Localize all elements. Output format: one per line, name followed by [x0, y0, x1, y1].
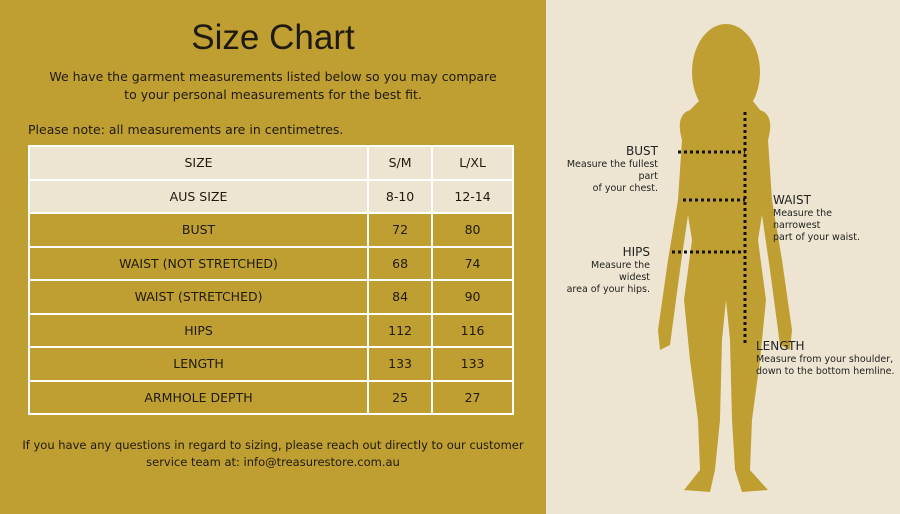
label-line: Measure the fullest: [566, 159, 658, 170]
bust-label: BUST Measure the fullest part of your ch…: [566, 144, 658, 195]
label-line: widest: [619, 272, 650, 283]
table-cell: 27: [431, 379, 514, 415]
label-line: Measure from your shoulder,: [756, 354, 894, 365]
table-body: SIZE S/M L/XL AUS SIZE 8-10 12-14 BUST 72 80 WAIS…: [27, 145, 514, 415]
length-label: LENGTH Measure from your shoulder, down …: [756, 339, 894, 378]
label-line: down to the bottom hemline.: [756, 366, 895, 377]
intro-line: We have the garment measurements listed …: [49, 69, 497, 84]
table-cell: 72: [367, 212, 434, 248]
label-title: LENGTH: [756, 339, 805, 353]
header-cell: SIZE: [27, 145, 370, 181]
table-cell: 80: [431, 212, 514, 248]
table-cell: LENGTH: [27, 346, 370, 382]
footer-line: service team at: info@treasurestore.com.…: [146, 455, 400, 469]
table-cell: BUST: [27, 212, 370, 248]
table-row: WAIST (STRETCHED) 84 90: [27, 279, 514, 315]
table-cell: 112: [367, 312, 434, 348]
table-row: BUST 72 80: [27, 212, 514, 248]
table-cell: ARMHOLE DEPTH: [27, 379, 370, 415]
table-cell: WAIST (STRETCHED): [27, 279, 370, 315]
table-cell: 133: [431, 346, 514, 382]
figure: [658, 24, 792, 492]
diagram-panel: BUST Measure the fullest part of your ch…: [546, 0, 900, 514]
label-line: of your chest.: [592, 183, 658, 194]
note: Please note: all measurements are in cen…: [28, 122, 344, 137]
intro-line: to your personal measurements for the be…: [124, 87, 422, 102]
table-cell: 133: [367, 346, 434, 382]
label-title: HIPS: [622, 245, 650, 259]
size-chart-panel: Size Chart We have the garment measureme…: [0, 0, 546, 514]
table-cell: 84: [367, 279, 434, 315]
table-cell: WAIST (NOT STRETCHED): [27, 245, 370, 281]
header-cell: L/XL: [431, 145, 514, 181]
table-row: LENGTH 133 133: [27, 346, 514, 382]
header-row: SIZE S/M L/XL: [27, 145, 514, 181]
table-cell: HIPS: [27, 312, 370, 348]
label-title: WAIST: [773, 193, 811, 207]
label-line: Measure the: [773, 208, 832, 219]
label-title: BUST: [626, 144, 658, 158]
footer: If you have any questions in regard to s…: [0, 437, 546, 471]
table-cell: 8-10: [367, 178, 434, 214]
size-table: SIZE S/M L/XL AUS SIZE 8-10 12-14 BUST 72 80 WAIS…: [27, 145, 514, 415]
waist-label: WAIST Measure the narrowest part of your…: [773, 193, 860, 244]
header-cell: S/M: [367, 145, 434, 181]
table-cell: 68: [367, 245, 434, 281]
label-line: area of your hips.: [566, 284, 650, 295]
table-row: HIPS 112 116: [27, 312, 514, 348]
title: Size Chart: [191, 18, 355, 57]
footer-line: If you have any questions in regard to s…: [22, 438, 524, 452]
label-line: Measure the: [591, 260, 650, 271]
table-cell: 116: [431, 312, 514, 348]
table-cell: 90: [431, 279, 514, 315]
table-row: ARMHOLE DEPTH 25 27: [27, 379, 514, 415]
table-row: WAIST (NOT STRETCHED) 68 74: [27, 245, 514, 281]
silhouette: [658, 24, 792, 492]
table-row: AUS SIZE 8-10 12-14: [27, 178, 514, 214]
table-cell: 12-14: [431, 178, 514, 214]
table-cell: 25: [367, 379, 434, 415]
label-line: part: [638, 171, 658, 182]
measure-lines: [672, 112, 747, 345]
table-cell: 74: [431, 245, 514, 281]
table-cell: AUS SIZE: [27, 178, 370, 214]
label-line: narrowest: [773, 220, 821, 231]
hips-label: HIPS Measure the widest area of your hip…: [546, 245, 650, 296]
intro: We have the garment measurements listed …: [0, 68, 546, 104]
label-line: part of your waist.: [773, 232, 860, 243]
